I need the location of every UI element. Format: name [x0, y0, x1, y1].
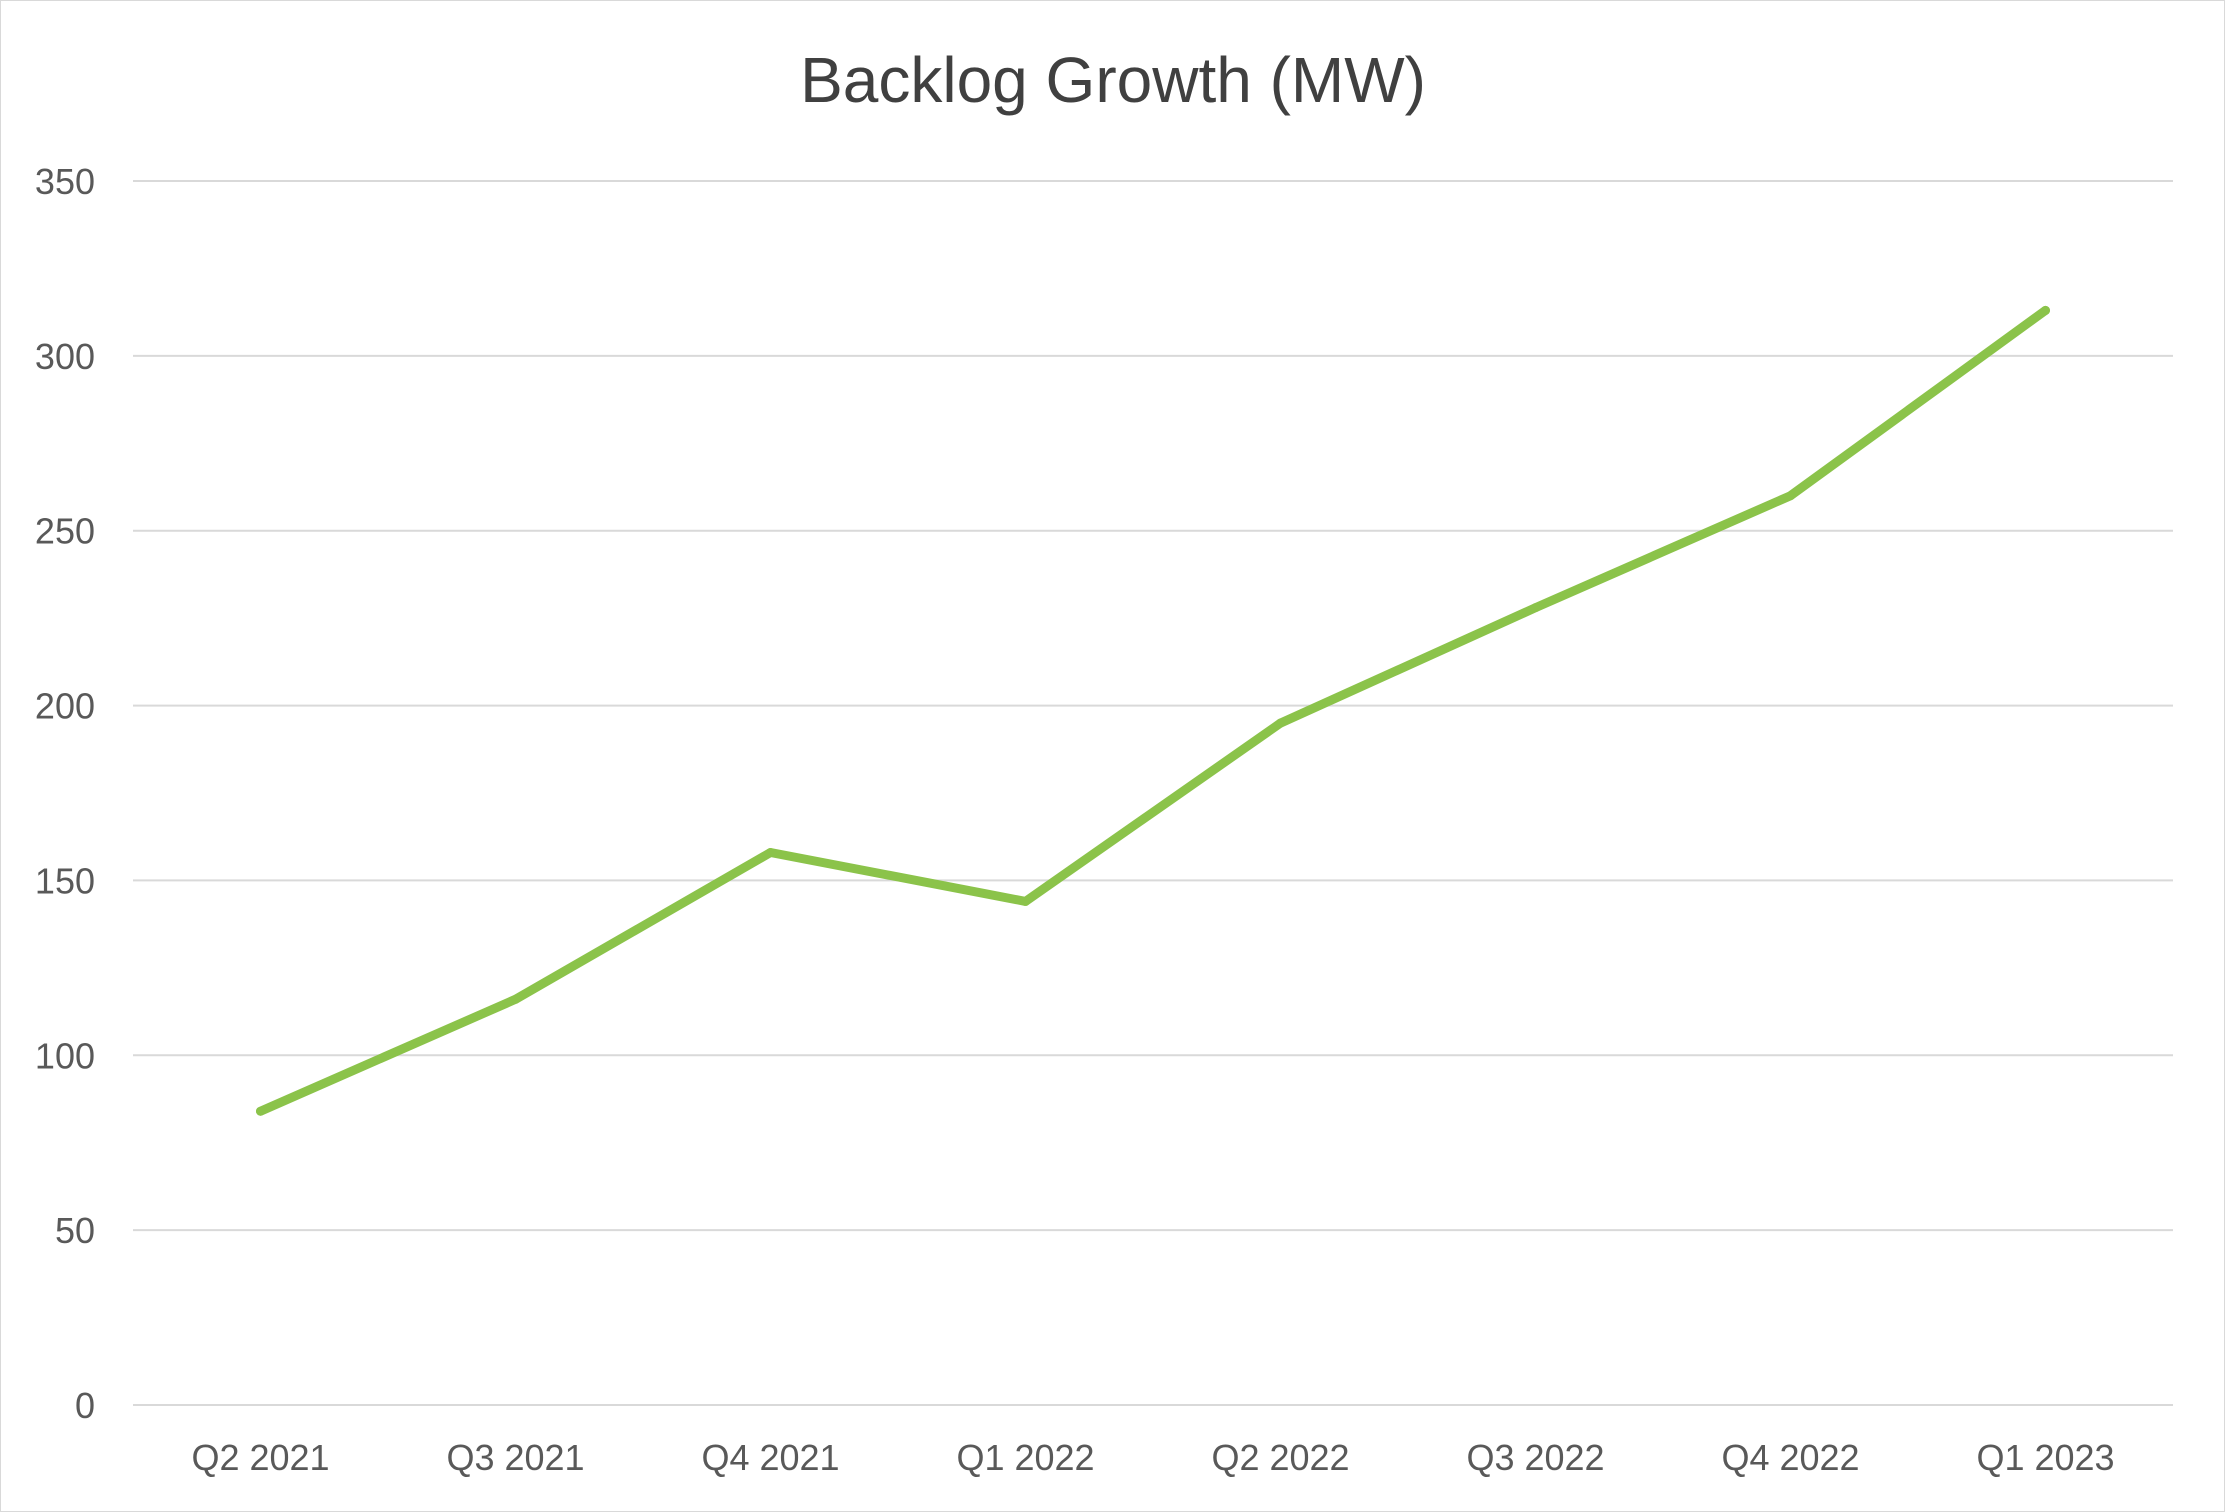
data-point	[256, 1106, 265, 1116]
y-axis-tick-labels: 0 50 100 150 200 250 300 350	[35, 161, 95, 1426]
data-point	[1021, 896, 1030, 906]
data-point	[511, 994, 520, 1004]
x-tick-label: Q4 2021	[701, 1437, 839, 1478]
series-line	[256, 305, 2050, 1116]
x-axis-tick-labels: Q2 2021 Q3 2021 Q4 2021 Q1 2022 Q2 2022 Q3 20…	[191, 1437, 2114, 1478]
x-tick-label: Q3 2022	[1466, 1437, 1604, 1478]
data-point	[1276, 718, 1285, 728]
y-tick-label: 200	[35, 686, 95, 727]
series-layer	[256, 305, 2050, 1116]
y-tick-label: 100	[35, 1035, 95, 1076]
data-point	[1531, 603, 1540, 613]
data-point	[1786, 491, 1795, 501]
x-tick-label: Q1 2022	[956, 1437, 1094, 1478]
x-tick-label: Q1 2023	[1976, 1437, 2114, 1478]
y-tick-label: 250	[35, 511, 95, 552]
y-tick-label: 50	[55, 1210, 95, 1251]
x-tick-label: Q2 2022	[1211, 1437, 1349, 1478]
gridlines	[133, 180, 2173, 1406]
y-tick-label: 150	[35, 860, 95, 901]
y-tick-label: 350	[35, 161, 95, 202]
x-tick-label: Q4 2022	[1721, 1437, 1859, 1478]
y-tick-label: 0	[75, 1385, 95, 1426]
x-tick-label: Q3 2021	[446, 1437, 584, 1478]
data-point	[766, 847, 775, 857]
x-tick-label: Q2 2021	[191, 1437, 329, 1478]
chart-title: Backlog Growth (MW)	[800, 44, 1426, 116]
data-point	[2041, 305, 2050, 315]
y-tick-label: 300	[35, 336, 95, 377]
